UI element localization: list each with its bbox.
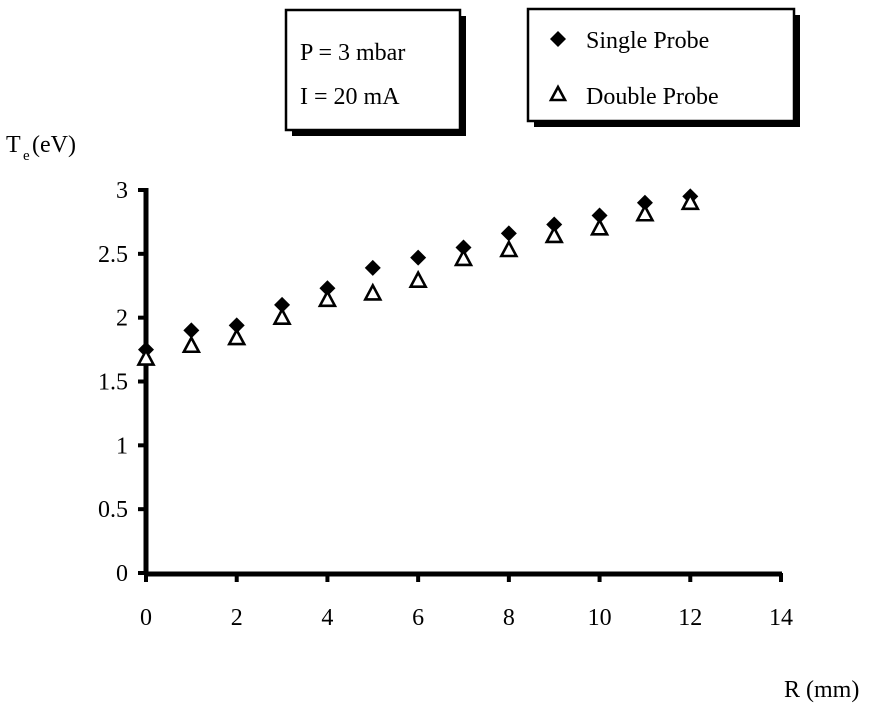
single-probe-point <box>274 296 291 313</box>
double-probe-point <box>453 248 474 267</box>
x-tick-label: 14 <box>769 605 793 631</box>
double-probe-point <box>136 347 156 366</box>
y-axis-label-main: T <box>6 132 21 158</box>
x-tick-label: 6 <box>412 605 424 631</box>
double-probe-point <box>272 306 292 325</box>
double-probe-point <box>589 217 610 236</box>
x-tick-label: 10 <box>588 605 612 631</box>
double-probe-point <box>317 289 338 308</box>
data-markers <box>136 188 700 366</box>
legend-diamond-marker <box>550 31 566 47</box>
single-probe-point <box>183 322 200 339</box>
y-tick-label: 1.5 <box>98 370 128 396</box>
double-probe-point <box>499 239 519 258</box>
double-probe-point <box>227 327 247 346</box>
single-probe-point <box>591 207 608 224</box>
y-ticks: 0 0.5 1 1.5 2 2.5 3 <box>98 178 146 587</box>
legend-label-double-probe: Double Probe <box>586 84 719 110</box>
single-probe-point <box>500 225 517 242</box>
y-axis-label-subscript: e <box>23 148 30 164</box>
x-tick-label: 0 <box>140 605 152 631</box>
x-tick-label: 8 <box>503 605 515 631</box>
double-probe-point <box>544 225 564 244</box>
x-tick-label: 12 <box>678 605 702 631</box>
y-tick-label: 2.5 <box>98 242 128 268</box>
series-single-probe <box>138 188 699 358</box>
double-probe-point <box>408 269 428 288</box>
single-probe-point <box>364 259 381 276</box>
x-ticks: 0 2 4 6 8 10 12 14 <box>140 573 793 631</box>
double-probe-point <box>181 335 202 354</box>
double-probe-point <box>635 203 655 222</box>
annotation-current: I = 20 mA <box>300 84 400 110</box>
double-probe-point <box>363 282 383 301</box>
y-axis-label: T e (eV) <box>6 132 76 164</box>
legend-triangle-marker <box>548 84 568 102</box>
annotation-pressure: P = 3 mbar <box>300 40 405 66</box>
x-axis-label: R (mm) <box>784 677 859 703</box>
single-probe-point <box>410 249 427 266</box>
y-tick-label: 1 <box>116 433 128 459</box>
legend-label-single-probe: Single Probe <box>586 28 709 54</box>
x-tick-label: 2 <box>231 605 243 631</box>
single-probe-point <box>546 216 563 233</box>
legend: Single Probe Double Probe <box>526 7 800 127</box>
y-tick-label: 0.5 <box>98 497 128 523</box>
single-probe-point <box>319 280 336 297</box>
x-tick-label: 4 <box>321 605 333 631</box>
single-probe-point <box>636 194 653 211</box>
annotation-box: P = 3 mbar I = 20 mA <box>284 8 466 136</box>
single-probe-point <box>228 317 245 334</box>
single-probe-point <box>455 239 472 256</box>
y-tick-label: 2 <box>116 306 128 332</box>
y-tick-label: 3 <box>116 178 128 204</box>
series-double-probe <box>136 192 700 366</box>
y-axis-label-unit: (eV) <box>32 132 76 158</box>
y-tick-label: 0 <box>116 561 128 587</box>
double-probe-point <box>680 192 700 211</box>
